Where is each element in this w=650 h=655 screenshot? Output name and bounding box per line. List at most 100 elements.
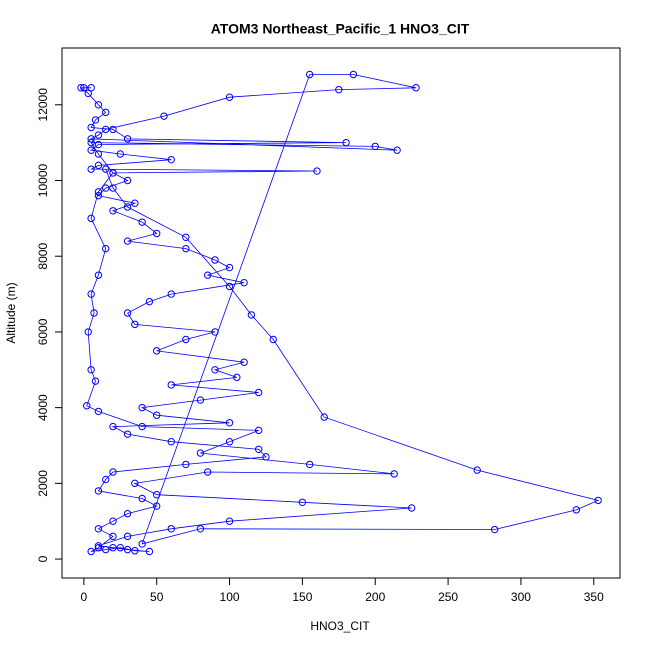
data-point	[182, 244, 190, 253]
data-point	[116, 150, 124, 158]
data-point	[131, 479, 139, 488]
data-point	[152, 502, 161, 510]
data-point	[94, 525, 103, 533]
data-point	[473, 466, 481, 474]
data-point	[102, 244, 110, 253]
data-point	[138, 422, 146, 431]
data-point	[84, 328, 92, 336]
data-point	[87, 135, 95, 143]
data-point	[262, 453, 270, 461]
data-point	[94, 542, 103, 550]
data-point	[109, 207, 117, 215]
data-point	[167, 438, 175, 446]
x-tick-label: 200	[365, 590, 385, 604]
x-axis-label: HNO3_CIT	[310, 619, 370, 633]
data-point	[77, 84, 85, 92]
y-tick-label: 12000	[36, 88, 50, 122]
data-point	[182, 460, 190, 469]
data-point	[131, 199, 139, 207]
data-point	[94, 407, 103, 416]
data-point	[167, 155, 175, 164]
data-point	[225, 93, 234, 101]
data-point	[211, 366, 219, 374]
x-tick-label: 350	[584, 590, 604, 604]
data-point	[225, 282, 234, 291]
data-point	[152, 411, 161, 419]
data-point	[298, 498, 307, 506]
data-point	[94, 101, 103, 109]
data-point	[254, 426, 263, 435]
data-point	[152, 347, 161, 355]
data-point	[94, 191, 103, 200]
data-point	[196, 396, 205, 404]
data-point	[491, 525, 499, 534]
data-point	[371, 142, 379, 151]
data-point	[225, 263, 234, 272]
data-point	[109, 517, 117, 525]
x-tick-label: 0	[81, 590, 88, 604]
data-point	[109, 532, 117, 541]
data-point	[87, 165, 95, 173]
plot-frame	[61, 47, 621, 579]
data-point	[102, 545, 110, 554]
data-point	[138, 494, 146, 503]
data-point	[240, 279, 248, 287]
data-point	[109, 169, 117, 177]
x-tick-label: 250	[438, 590, 458, 604]
data-point	[138, 218, 146, 226]
data-point	[123, 237, 132, 245]
data-point	[109, 422, 117, 431]
data-point	[109, 468, 117, 476]
data-point	[138, 403, 146, 412]
data-point	[94, 161, 103, 170]
data-point	[572, 506, 580, 514]
data-point	[342, 138, 350, 147]
data-point	[87, 123, 95, 132]
data-point	[225, 419, 234, 427]
y-axis-label: Altitude (m)	[4, 282, 18, 343]
data-point	[167, 381, 175, 389]
data-point	[167, 290, 175, 298]
data-point	[254, 388, 263, 397]
data-point	[123, 176, 132, 185]
data-point	[116, 544, 124, 552]
data-point	[152, 229, 161, 238]
data-point	[84, 89, 92, 98]
data-point	[83, 402, 91, 410]
y-tick-label: 0	[36, 555, 50, 562]
data-point	[109, 125, 117, 134]
y-tick-label: 4000	[36, 394, 50, 421]
data-point	[305, 70, 314, 79]
data-point	[203, 468, 212, 476]
y-tick-label: 2000	[36, 470, 50, 497]
data-point	[94, 150, 103, 158]
data-point	[313, 167, 321, 175]
data-point	[349, 70, 358, 79]
data-point	[335, 85, 343, 94]
data-point	[211, 328, 219, 336]
x-tick-label: 300	[511, 590, 531, 604]
data-point	[138, 540, 146, 548]
data-point	[123, 430, 132, 438]
y-tick-label: 6000	[36, 318, 50, 345]
data-point	[102, 165, 110, 173]
data-point	[87, 290, 95, 298]
data-point	[123, 509, 132, 518]
data-point	[109, 544, 117, 552]
data-point	[109, 184, 117, 192]
data-point	[90, 309, 98, 317]
data-point	[102, 125, 110, 134]
data-point	[145, 547, 154, 556]
data-point	[87, 214, 95, 223]
data-point	[94, 544, 103, 552]
data-point	[160, 112, 168, 120]
data-point	[305, 460, 314, 469]
data-point	[123, 532, 132, 541]
data-point	[320, 413, 328, 421]
data-point	[94, 487, 103, 495]
x-tick-label: 100	[220, 590, 240, 604]
data-point	[94, 140, 103, 149]
data-point	[131, 547, 139, 555]
data-point	[123, 545, 132, 554]
